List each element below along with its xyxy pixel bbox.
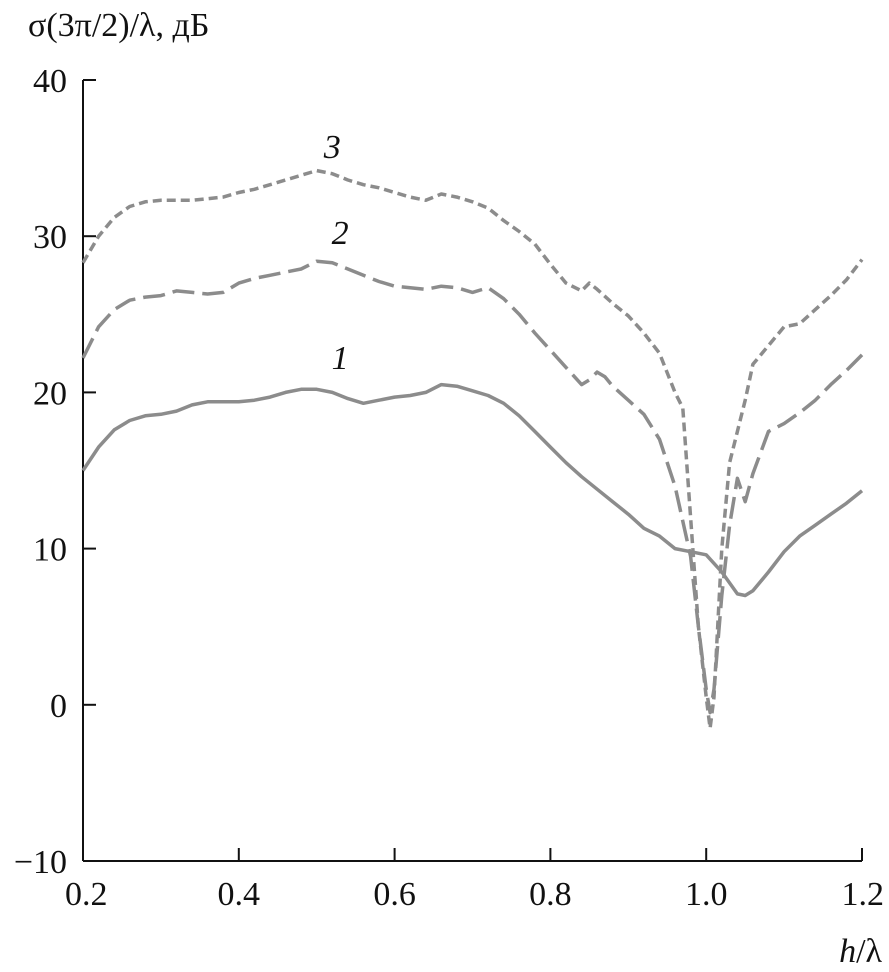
y-tick-label: 20 [33,375,67,412]
y-tick-label: 40 [33,63,67,100]
y-tick-label: 0 [50,688,67,725]
x-axis-title: h/λ [839,933,882,970]
series-3-label: 3 [323,129,341,166]
series-3-line [81,168,864,730]
series-group [81,168,864,730]
x-tick-label: 1.2 [842,876,885,913]
y-ticks: −10 0 10 20 30 40 [14,63,96,881]
x-ticks: 0.2 0.4 0.6 0.8 1.0 1.2 [65,848,884,913]
y-tick-label: −10 [14,844,67,881]
axes [82,80,862,862]
x-tick-label: 0.6 [373,876,416,913]
series-2-label: 2 [332,215,349,252]
y-axis-title: σ(3π/2)/λ, дБ [28,7,209,44]
series-1-line [81,382,864,598]
series-2-line [81,259,864,715]
x-tick-label: 0.4 [218,876,261,913]
x-axis-title-rest: /λ [856,933,882,970]
x-tick-label: 1.0 [685,876,728,913]
y-tick-label: 10 [33,532,67,569]
x-axis-title-italic: h [839,933,856,970]
y-tick-label: 30 [33,219,67,256]
series-labels: 1 2 3 [323,129,349,377]
x-tick-label: 0.8 [529,876,572,913]
x-tick-label: 0.2 [65,876,108,913]
series-1-label: 1 [332,340,349,377]
